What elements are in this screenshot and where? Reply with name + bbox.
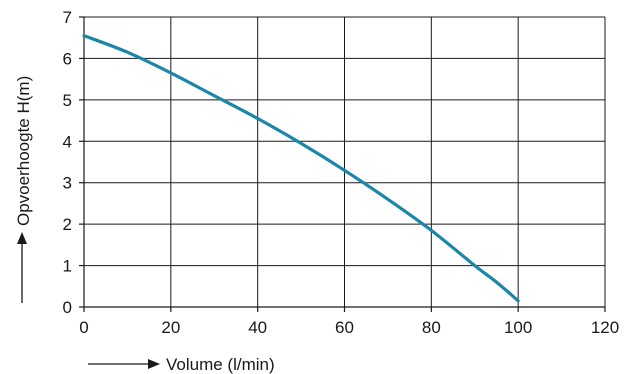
y-axis-title-group: Opvoerhoogte H(m) — [14, 76, 33, 303]
axes — [79, 16, 606, 312]
x-tick-label: 60 — [335, 318, 354, 337]
series-layer — [82, 34, 520, 303]
x-tick-label: 80 — [422, 318, 441, 337]
x-tick-label: 0 — [79, 318, 88, 337]
y-tick-label: 5 — [63, 91, 72, 110]
y-tick-label: 7 — [63, 8, 72, 27]
y-axis-arrow-head — [17, 232, 27, 244]
x-axis-title: Volume (l/min) — [166, 355, 275, 374]
y-tick-labels: 0 1 2 3 4 5 6 7 — [63, 8, 72, 317]
x-axis-arrow-head — [148, 359, 160, 369]
x-tick-label: 120 — [591, 318, 619, 337]
grid — [84, 16, 606, 307]
y-tick-label: 3 — [63, 174, 72, 193]
y-tick-label: 1 — [63, 257, 72, 276]
x-tick-label: 20 — [161, 318, 180, 337]
x-tick-label: 100 — [504, 318, 532, 337]
x-axis-title-group: Volume (l/min) — [88, 355, 275, 374]
y-axis-title: Opvoerhoogte H(m) — [14, 76, 33, 226]
y-tick-label: 6 — [63, 49, 72, 68]
y-tick-label: 2 — [63, 215, 72, 234]
series-line-0 — [82, 34, 520, 303]
x-tick-labels: 0 20 40 60 80 100 120 — [79, 318, 619, 337]
y-tick-label: 0 — [63, 298, 72, 317]
x-tick-label: 40 — [248, 318, 267, 337]
y-tick-label: 4 — [63, 132, 72, 151]
